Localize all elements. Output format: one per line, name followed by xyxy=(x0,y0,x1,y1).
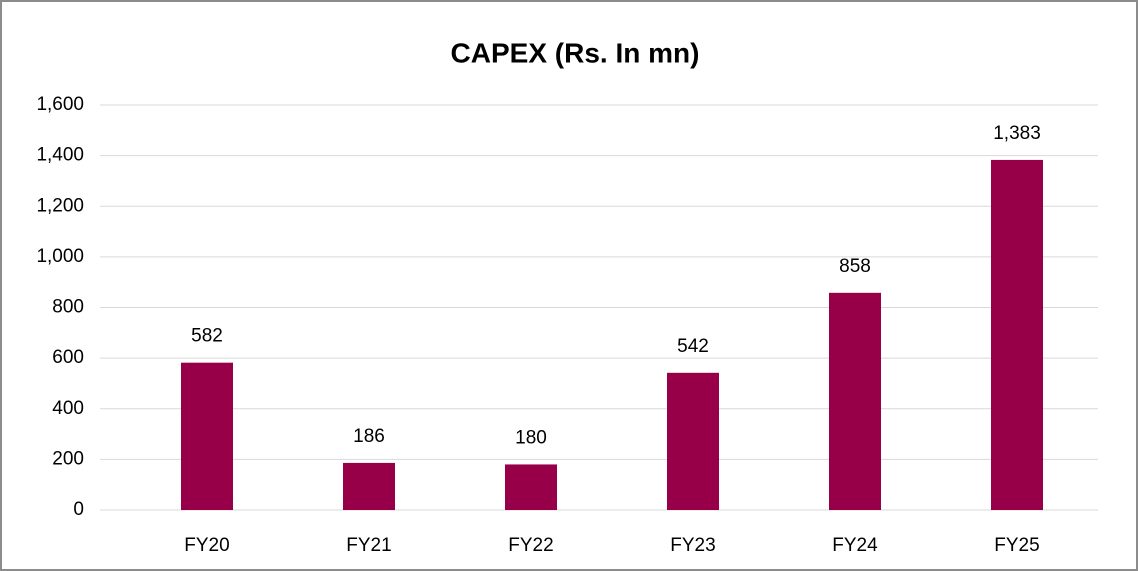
data-label: 858 xyxy=(839,256,871,277)
y-tick-label: 800 xyxy=(52,297,84,318)
bar xyxy=(505,464,557,510)
x-tick-label: FY24 xyxy=(832,535,878,556)
y-tick-label: 1,200 xyxy=(36,195,84,216)
x-tick-label: FY20 xyxy=(184,535,229,556)
y-tick-label: 400 xyxy=(52,398,84,419)
bar xyxy=(667,372,719,510)
x-tick-label: FY25 xyxy=(994,535,1039,556)
y-tick-label: 600 xyxy=(52,347,84,368)
chart-title: CAPEX (Rs. In mn) xyxy=(451,37,700,68)
data-label: 582 xyxy=(191,326,223,347)
data-label: 180 xyxy=(515,427,547,448)
bar xyxy=(829,292,881,510)
y-tick-label: 0 xyxy=(73,499,84,520)
y-tick-label: 1,600 xyxy=(36,94,84,115)
bar xyxy=(991,159,1043,510)
x-tick-label: FY22 xyxy=(508,535,553,556)
data-label: 542 xyxy=(677,336,709,357)
y-tick-label: 200 xyxy=(52,448,84,469)
bar xyxy=(181,362,233,510)
y-tick-label: 1,000 xyxy=(36,246,84,267)
bar xyxy=(343,462,395,510)
y-tick-label: 1,400 xyxy=(36,145,84,166)
data-label: 186 xyxy=(353,426,385,447)
x-tick-label: FY23 xyxy=(670,535,715,556)
data-label: 1,383 xyxy=(993,123,1041,144)
x-tick-label: FY21 xyxy=(346,535,391,556)
